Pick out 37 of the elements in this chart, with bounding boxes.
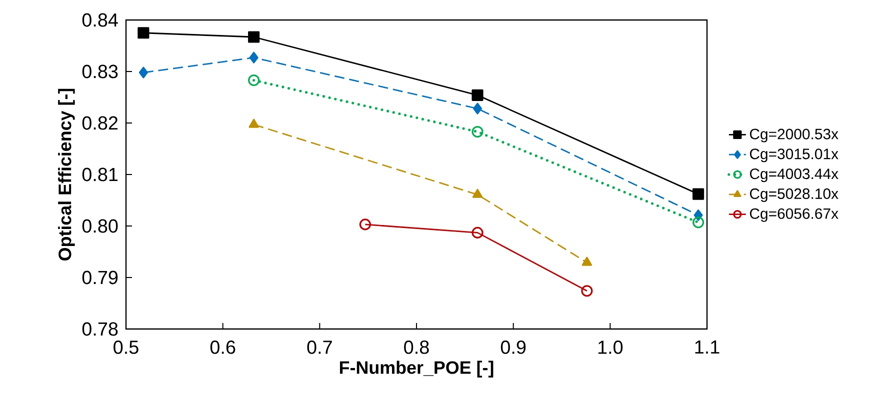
legend-label: Cg=6056.67x	[750, 208, 838, 222]
legend-label: Cg=3015.01x	[750, 148, 838, 162]
point	[472, 102, 482, 114]
y-tick-label: 0.80	[82, 219, 118, 233]
x-tick-label: 0.5	[114, 340, 138, 354]
point	[692, 216, 704, 228]
legend-label: Cg=4003.44x	[750, 168, 838, 182]
x-tick-label: 0.6	[210, 340, 236, 354]
y-axis-title: Optical Efficiency [-]	[58, 88, 75, 260]
point	[248, 31, 260, 43]
y-tick-label: 0.83	[82, 64, 118, 78]
y-tick-label: 0.81	[82, 168, 118, 182]
point	[248, 118, 259, 128]
legend-label: Cg=2000.53x	[750, 128, 838, 142]
point	[472, 226, 484, 238]
x-axis-title: F-Number_POE [-]	[340, 360, 494, 378]
point	[472, 126, 484, 138]
y-tick-label: 0.82	[82, 116, 118, 130]
point	[248, 74, 260, 86]
point	[249, 52, 258, 64]
x-tick-label: 0.9	[500, 340, 526, 354]
x-tick-label: 0.7	[307, 340, 332, 354]
x-tick-label: 0.8	[404, 340, 429, 354]
y-tick-label: 0.84	[82, 13, 118, 27]
point	[581, 285, 593, 297]
point	[472, 188, 483, 198]
legend-label: Cg=5028.10x	[750, 188, 838, 202]
point	[472, 89, 484, 101]
point	[692, 188, 704, 200]
point	[359, 218, 371, 230]
point	[138, 66, 148, 78]
y-tick-label: 0.79	[82, 270, 118, 284]
y-tick-label: 0.78	[82, 322, 118, 336]
point	[582, 256, 592, 266]
point	[138, 27, 150, 39]
x-tick-label: 1.1	[695, 340, 720, 354]
x-tick-label: 1.0	[598, 340, 623, 354]
